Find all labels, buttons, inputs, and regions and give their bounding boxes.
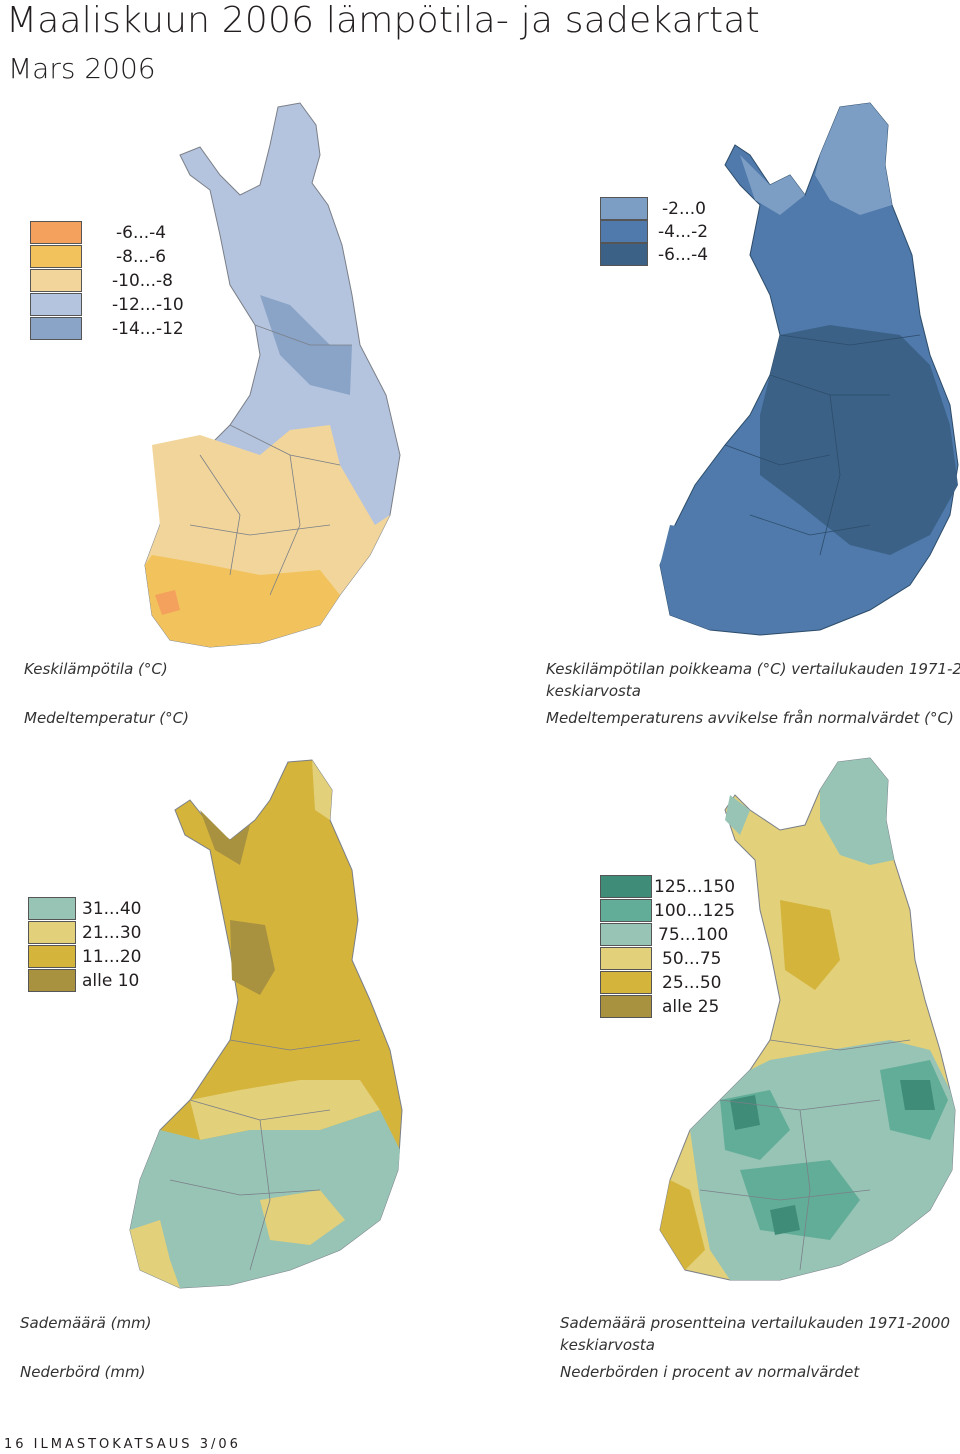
legend-label: 75...100 (658, 924, 729, 945)
page-subtitle: Mars 2006 (8, 52, 156, 85)
map-precipitation (90, 750, 420, 1300)
legend-label: -6...-4 (658, 244, 709, 265)
legend-label: -4...-2 (658, 221, 709, 242)
legend-swatch (30, 245, 82, 268)
legend-swatch (600, 243, 648, 266)
legend-label: 31...40 (82, 898, 142, 919)
caption-fi-2: keskiarvosta (560, 1336, 655, 1354)
caption-fi-2: keskiarvosta (546, 682, 641, 700)
legend-label: 11...20 (82, 946, 142, 967)
legend-label: -8...-6 (116, 246, 167, 267)
legend-label: -6...-4 (116, 222, 167, 243)
legend-label: -12...-10 (112, 294, 184, 315)
legend-label: 125...150 (654, 876, 736, 897)
caption-sv: Nederbörden i procent av normalvärdet (560, 1363, 860, 1381)
legend-label: -14...-12 (112, 318, 184, 339)
caption-sv: Nederbörd (mm) (20, 1363, 146, 1381)
caption-fi: Keskilämpötila (°C) (24, 660, 168, 678)
caption-fi: Sademäärä (mm) (20, 1314, 152, 1332)
legend-swatch (28, 969, 76, 992)
legend-swatch (600, 971, 652, 994)
legend-swatch (600, 197, 648, 220)
legend-label: alle 10 (82, 970, 140, 991)
caption-sv: Medeltemperatur (°C) (24, 709, 189, 727)
map-precipitation-percent (630, 750, 960, 1300)
legend-swatch (30, 269, 82, 292)
legend-swatch (28, 945, 76, 968)
legend-swatch (600, 995, 652, 1018)
caption-sv: Medeltemperaturens avvikelse från normal… (546, 709, 954, 727)
legend-label: -2...0 (662, 198, 706, 219)
legend-label: 50...75 (662, 948, 722, 969)
legend-label: alle 25 (662, 996, 720, 1017)
legend-swatch (28, 897, 76, 920)
legend-swatch (28, 921, 76, 944)
legend-swatch (600, 947, 652, 970)
legend-label: 21...30 (82, 922, 142, 943)
legend-label: 100...125 (654, 900, 736, 921)
legend-swatch (600, 899, 652, 922)
page-footer: 16 ILMASTOKATSAUS 3/06 (4, 1437, 241, 1452)
legend-swatch (30, 293, 82, 316)
legend-label: -10...-8 (112, 270, 173, 291)
legend-swatch (30, 221, 82, 244)
map-temperature-anomaly (630, 95, 960, 655)
legend-label: 25...50 (662, 972, 722, 993)
legend-swatch (600, 923, 652, 946)
legend-swatch (600, 875, 652, 898)
map-mean-temperature (90, 95, 420, 655)
legend-swatch (30, 317, 82, 340)
legend-swatch (600, 220, 648, 243)
page-title: Maaliskuun 2006 lämpötila- ja sadekartat (6, 0, 760, 41)
caption-fi: Keskilämpötilan poikkeama (°C) vertailuk… (546, 660, 960, 678)
caption-fi: Sademäärä prosentteina vertailukauden 19… (560, 1314, 950, 1332)
